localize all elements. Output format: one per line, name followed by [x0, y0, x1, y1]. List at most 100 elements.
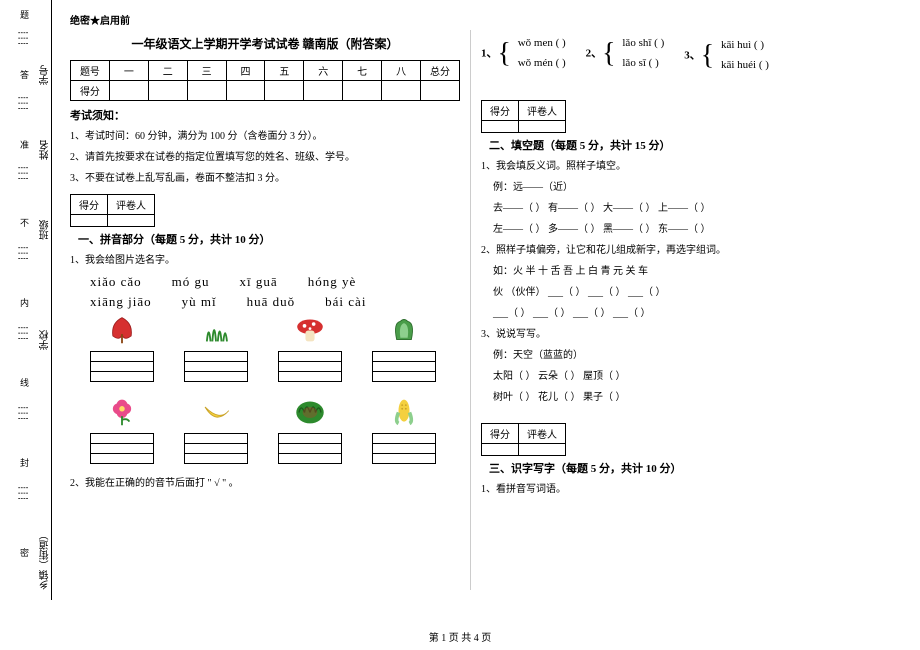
pinyin: yù mǐ [182, 294, 217, 310]
side-word-line: 线 [18, 378, 31, 387]
q2-2: 2、照样子填偏旁，让它和花儿组成新字，再选字组词。 [481, 243, 871, 258]
score-header: 五 [265, 61, 304, 81]
side-dash: ┊┊┊ [18, 485, 28, 501]
brace-q3: 3、{ kāi huì ( ) kāi huéi ( ) [684, 36, 769, 76]
q2-1-example: 例：远——（近） [493, 180, 871, 195]
grader-box: 得分评卷人 [70, 194, 155, 227]
side-dash: ┊┊┊ [18, 165, 28, 181]
answer-grid[interactable] [184, 351, 248, 382]
pinyin: xiǎo cǎo [90, 274, 142, 290]
answer-grid[interactable] [372, 433, 436, 464]
side-word-allow: 准 [18, 140, 31, 149]
leaf-image [90, 314, 154, 349]
watermelon-image [278, 396, 342, 431]
page-footer: 第 1 页 共 4 页 [0, 629, 920, 644]
pinyin-option[interactable]: wǒ mén ( ) [518, 54, 566, 74]
image-row-1 [90, 314, 460, 349]
left-column: 绝密★启用前 一年级语文上学期开学考试试卷 赣南版（附答案） 题号 一 二 三 … [60, 0, 470, 620]
answer-grid[interactable] [90, 433, 154, 464]
q1-2: 2、我能在正确的的音节后面打 " √ " 。 [70, 476, 460, 491]
grader-reviewer: 评卷人 [519, 423, 566, 443]
mushroom-image [278, 314, 342, 349]
side-dash: ┊┊┊ [18, 405, 28, 421]
side-label-class: 班级 [38, 220, 53, 240]
pinyin: xī guā [240, 274, 278, 290]
answer-grid[interactable] [90, 351, 154, 382]
grader-box: 得分评卷人 [481, 423, 566, 456]
score-header: 八 [382, 61, 421, 81]
answer-grid[interactable] [278, 351, 342, 382]
q2-1-line-a[interactable]: 去——（ ） 有——（ ） 大——（ ） 上——（ ） [493, 201, 871, 216]
score-value-row: 得分 [71, 81, 460, 101]
q2-2-line-a: 如：火 半 十 舌 吾 上 白 青 元 关 车 [493, 264, 871, 279]
image-row-2 [90, 396, 460, 431]
q2-2-line-c[interactable]: ___（ ） ___（ ） ___（ ） ___（ ） [493, 306, 871, 321]
score-header: 七 [343, 61, 382, 81]
answer-grid[interactable] [278, 433, 342, 464]
grader-box: 得分评卷人 [481, 100, 566, 133]
answer-grid[interactable] [184, 433, 248, 464]
side-dash: ┊┊┊ [18, 95, 28, 111]
side-word-no: 不 [18, 218, 31, 227]
pinyin-option[interactable]: kāi huì ( ) [721, 36, 769, 56]
cabbage-image [372, 314, 436, 349]
pinyin: mó gu [172, 274, 210, 290]
side-word-seal: 封 [18, 458, 31, 467]
section-3-title: 三、识字写字（每题 5 分，共计 10 分） [489, 463, 682, 475]
page-content: 绝密★启用前 一年级语文上学期开学考试试卷 赣南版（附答案） 题号 一 二 三 … [60, 0, 910, 620]
corn-image [372, 396, 436, 431]
brace-q1: 1、{ wǒ men ( ) wǒ mén ( ) [481, 34, 566, 76]
q2-1: 1、我会填反义词。照样子填空。 [481, 159, 871, 174]
secret-label: 绝密★启用前 [70, 12, 460, 27]
answer-grid[interactable] [372, 351, 436, 382]
pinyin: xiāng jiāo [90, 294, 152, 310]
score-table: 题号 一 二 三 四 五 六 七 八 总分 得分 [70, 60, 460, 101]
notice-item: 2、请首先按要求在试卷的指定位置填写您的姓名、班级、学号。 [70, 150, 460, 165]
side-label-id: 学号 [38, 65, 53, 85]
grader-score: 得分 [482, 423, 519, 443]
grader-reviewer: 评卷人 [108, 195, 155, 215]
grader-score: 得分 [71, 195, 108, 215]
score-row-label: 得分 [71, 81, 110, 101]
side-label-town: 乡镇（街道） [38, 530, 53, 590]
q2-3: 3、说说写写。 [481, 327, 871, 342]
side-label-name: 姓名 [38, 140, 53, 160]
pinyin-option[interactable]: lǎo sī ( ) [622, 54, 664, 74]
q2-1-line-b[interactable]: 左——（ ） 多——（ ） 黑——（ ） 东——（ ） [493, 222, 871, 237]
side-word-answer: 答 [18, 70, 31, 79]
pinyin-option[interactable]: lǎo shī ( ) [622, 34, 664, 54]
score-header: 六 [304, 61, 343, 81]
q2-2-line-b[interactable]: 伙 （伙伴） ___（ ） ___（ ） ___（ ） [493, 285, 871, 300]
score-header: 一 [109, 61, 148, 81]
notice-item: 3、不要在试卷上乱写乱画，卷面不整洁扣 3 分。 [70, 171, 460, 186]
side-binding-area: 学号 姓名 班级 学校 乡镇（街道） 题 答 准 不 内 线 封 密 ┊┊┊ ┊… [0, 0, 52, 600]
pinyin: huā duǒ [247, 294, 296, 310]
score-header-row: 题号 一 二 三 四 五 六 七 八 总分 [71, 61, 460, 81]
notice-title: 考试须知： [70, 107, 460, 123]
exam-title: 一年级语文上学期开学考试试卷 赣南版（附答案） [70, 35, 460, 52]
pinyin-row-1: xiǎo cǎo mó gu xī guā hóng yè [90, 274, 460, 290]
pinyin: hóng yè [308, 274, 357, 290]
score-header: 三 [187, 61, 226, 81]
side-word-in: 内 [18, 298, 31, 307]
side-label-school: 学校 [38, 330, 53, 350]
q2-3-line-c[interactable]: 树叶（ ） 花儿（ ） 果子（ ） [493, 390, 871, 405]
pinyin-option[interactable]: wǒ men ( ) [518, 34, 566, 54]
score-header: 总分 [421, 61, 460, 81]
side-dash: ┊┊┊ [18, 245, 28, 261]
grass-image [184, 314, 248, 349]
pinyin: bái cài [325, 294, 366, 310]
notice-item: 1、考试时间：60 分钟，满分为 100 分（含卷面分 3 分）。 [70, 129, 460, 144]
score-header: 四 [226, 61, 265, 81]
right-column: 1、{ wǒ men ( ) wǒ mén ( ) 2、{ lǎo shī ( … [471, 0, 881, 620]
grader-score: 得分 [482, 100, 519, 120]
brace-questions: 1、{ wǒ men ( ) wǒ mén ( ) 2、{ lǎo shī ( … [481, 30, 871, 80]
pinyin-option[interactable]: kāi huéi ( ) [721, 56, 769, 76]
side-dash: ┊┊┊ [18, 30, 28, 46]
section-1-title: 一、拼音部分（每题 5 分，共计 10 分） [78, 234, 271, 246]
q1-1: 1、我会给图片选名字。 [70, 253, 460, 268]
grid-row-1 [90, 351, 460, 382]
q2-3-line-b[interactable]: 太阳（ ） 云朵（ ） 屋顶（ ） [493, 369, 871, 384]
side-dash: ┊┊┊ [18, 325, 28, 341]
q3-1: 1、看拼音写词语。 [481, 482, 871, 497]
